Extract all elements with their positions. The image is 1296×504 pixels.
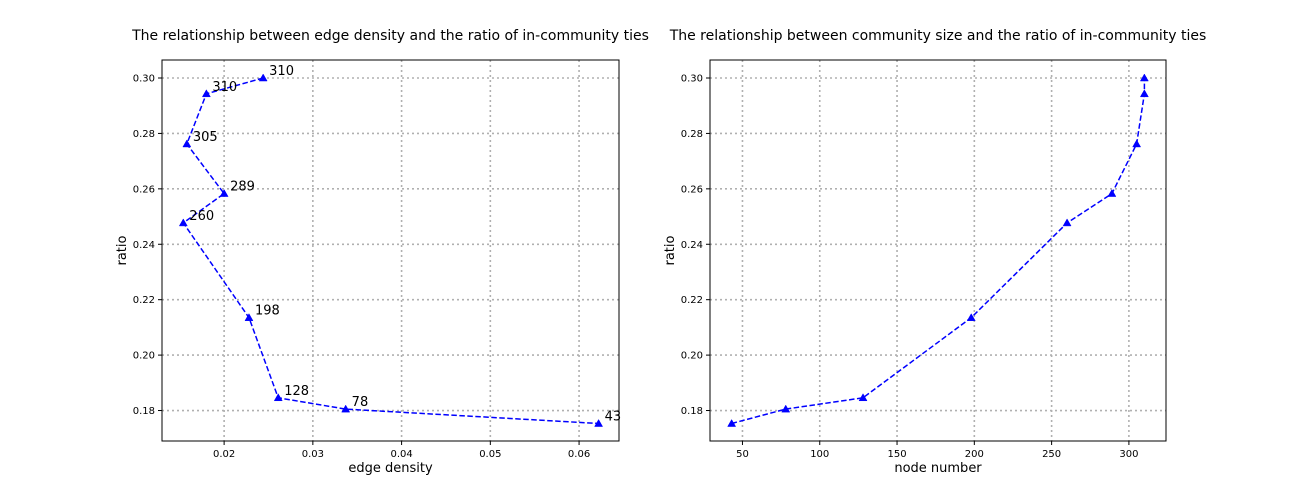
- data-point-label: 305: [193, 130, 218, 145]
- y-tick-label: 0.26: [133, 184, 155, 195]
- y-tick-label: 0.20: [133, 351, 155, 362]
- x-tick-label: 0.05: [479, 449, 501, 460]
- data-point-marker: [244, 313, 254, 321]
- x-tick-label: 150: [887, 449, 906, 460]
- plot-frame: [161, 59, 620, 442]
- series-line: [182, 77, 599, 425]
- data-point-marker: [1107, 189, 1117, 197]
- series-line: [731, 78, 1146, 425]
- data-point-marker: [201, 89, 211, 98]
- y-tick-label: 0.24: [681, 240, 703, 251]
- data-point-marker: [727, 419, 737, 427]
- data-point-label: 289: [230, 180, 255, 195]
- x-axis-label: edge density: [348, 461, 433, 476]
- y-axis-label: ratio: [663, 235, 678, 265]
- y-tick-label: 0.30: [133, 74, 155, 85]
- data-point-label: 128: [284, 384, 309, 399]
- chart-title: The relationship between edge density an…: [131, 28, 649, 44]
- data-point-label: 43: [605, 410, 622, 425]
- data-point-label: 310: [269, 64, 294, 79]
- y-tick-label: 0.22: [133, 295, 155, 306]
- data-point-marker: [858, 393, 868, 402]
- x-tick-label: 100: [810, 449, 829, 460]
- y-tick-label: 0.18: [681, 406, 703, 417]
- x-tick-label: 0.06: [568, 449, 590, 460]
- data-point-marker: [273, 393, 283, 402]
- y-tick-label: 0.30: [681, 74, 703, 85]
- data-point-marker: [594, 419, 604, 427]
- data-point-marker: [1139, 89, 1149, 98]
- x-tick-label: 300: [1119, 449, 1138, 460]
- y-tick-label: 0.24: [133, 240, 155, 251]
- data-point-marker: [1062, 218, 1072, 227]
- x-tick-label: 50: [736, 449, 749, 460]
- y-tick-label: 0.28: [133, 129, 155, 140]
- data-point-marker: [1132, 139, 1142, 148]
- data-point-marker: [258, 73, 268, 82]
- data-point-marker: [178, 218, 188, 227]
- chart-title: The relationship between community size …: [669, 28, 1207, 44]
- plot-frame: [709, 59, 1167, 442]
- y-tick-label: 0.18: [133, 406, 155, 417]
- x-axis-label: node number: [894, 461, 982, 476]
- data-point-marker: [341, 404, 351, 413]
- x-tick-label: 0.04: [390, 449, 412, 460]
- data-point-marker: [966, 313, 976, 321]
- chart-panel-1: The relationship between edge density an…: [115, 28, 649, 476]
- data-point-marker: [781, 404, 791, 413]
- y-tick-label: 0.22: [681, 295, 703, 306]
- chart-panel-2: The relationship between community size …: [663, 28, 1206, 476]
- data-point-marker: [182, 139, 192, 148]
- data-point-marker: [1139, 73, 1149, 82]
- y-tick-label: 0.28: [681, 129, 703, 140]
- data-point-label: 198: [255, 304, 280, 319]
- y-tick-label: 0.26: [681, 184, 703, 195]
- data-point-marker: [219, 189, 229, 197]
- y-tick-label: 0.20: [681, 351, 703, 362]
- data-point-label: 78: [352, 395, 369, 410]
- y-axis-label: ratio: [115, 235, 130, 265]
- x-tick-label: 250: [1042, 449, 1061, 460]
- x-tick-label: 0.02: [213, 449, 235, 460]
- x-tick-label: 200: [965, 449, 984, 460]
- x-tick-label: 0.03: [302, 449, 324, 460]
- data-point-label: 260: [189, 209, 214, 224]
- data-point-label: 310: [212, 80, 237, 95]
